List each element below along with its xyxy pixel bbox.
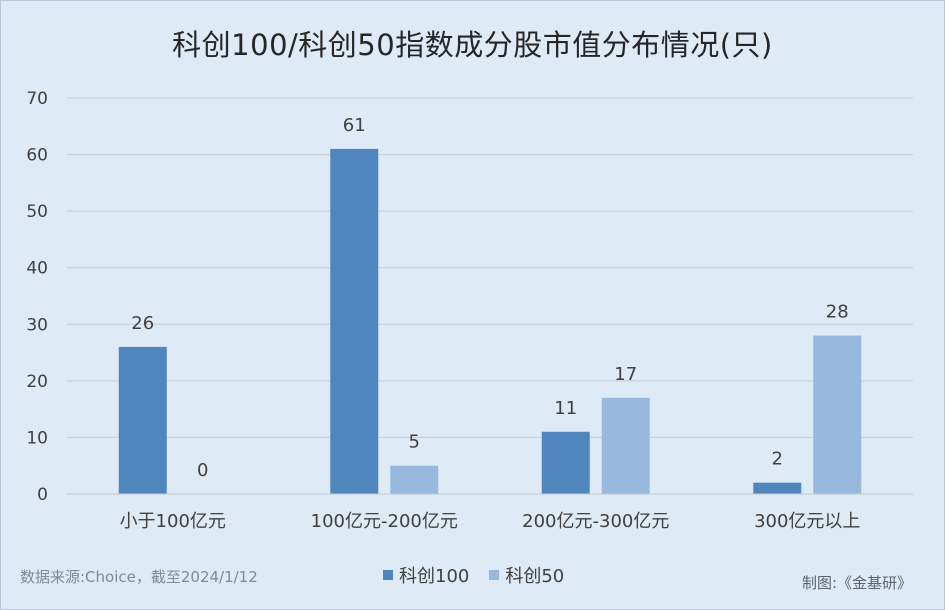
data-label: 2 [772, 449, 783, 470]
bar-series-2 [813, 335, 862, 494]
x-tick-label: 小于100亿元 [120, 511, 226, 532]
y-tick-label: 10 [26, 428, 48, 448]
y-tick-label: 50 [26, 202, 48, 222]
y-tick-label: 20 [26, 372, 48, 392]
y-tick-label: 70 [26, 89, 48, 109]
legend-label-series-1: 科创100 [399, 566, 470, 587]
legend-item-series-2: 科创50 [489, 562, 564, 588]
bar-series-1 [118, 346, 167, 494]
bar-series-2 [601, 397, 650, 494]
x-tick-label: 200亿元-300亿元 [522, 511, 669, 532]
data-label: 11 [554, 398, 577, 419]
data-label: 28 [826, 302, 849, 323]
data-label: 61 [343, 115, 366, 136]
chart-title: 科创100/科创50指数成分股市值分布情况(只) [172, 28, 773, 62]
bar-series-1 [330, 148, 379, 494]
y-tick-label: 40 [26, 259, 48, 279]
y-tick-label: 0 [37, 485, 48, 505]
data-label: 26 [131, 313, 154, 334]
legend-label-series-2: 科创50 [505, 566, 565, 587]
x-tick-label: 100亿元-200亿元 [311, 511, 458, 532]
legend: 科创100 科创50 [383, 562, 584, 588]
chart-credit: 制图:《金基研》 [801, 574, 912, 592]
x-tick-label: 300亿元以上 [754, 511, 860, 532]
y-tick-label: 30 [26, 315, 48, 335]
bar-series-1 [541, 431, 590, 494]
data-label: 0 [197, 460, 208, 481]
data-label: 5 [409, 432, 420, 453]
y-tick-label: 60 [26, 146, 48, 166]
bar-series-1 [753, 482, 802, 494]
bar-series-2 [390, 465, 439, 494]
legend-item-series-1: 科创100 [383, 562, 469, 588]
data-source-note: 数据来源:Choice，截至2024/1/12 [20, 568, 258, 586]
legend-swatch-series-1 [383, 570, 393, 580]
legend-swatch-series-2 [489, 570, 500, 580]
data-label: 17 [614, 364, 637, 385]
